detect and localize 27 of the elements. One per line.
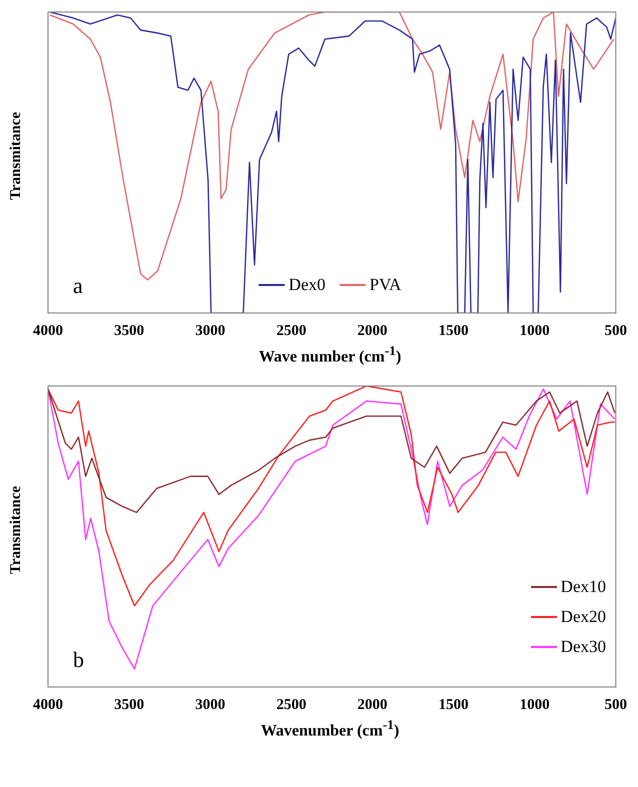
x-tick-label: 1000	[520, 697, 550, 714]
annotation: a	[73, 273, 83, 298]
x-tick-label: 2000	[357, 322, 388, 339]
x-tick-label: 3000	[195, 697, 226, 714]
x-tick-label: 4000	[33, 697, 63, 714]
x-tick-label: 2000	[357, 697, 388, 714]
annotation: b	[73, 647, 84, 672]
x-tick-label: 3500	[114, 322, 144, 339]
x-tick-label: 4000	[33, 322, 63, 339]
y-axis-title: Transmitance	[8, 486, 25, 574]
x-axis-title: Wavenumber (cm$^{-1}$)	[260, 717, 400, 741]
x-tick-label: 3000	[195, 322, 226, 339]
legend-label: Dex10	[560, 577, 606, 598]
legend-label: PVA	[370, 275, 402, 295]
x-tick-label: 1000	[520, 322, 550, 339]
x-tick-label: 3500	[114, 697, 144, 714]
x-axis-title: Wave number (cm$^{-1}$)	[258, 343, 402, 366]
legend-label: Dex30	[560, 637, 606, 658]
legend-label: Dex20	[560, 607, 606, 628]
y-axis-title: Transmitance	[8, 111, 25, 200]
x-tick-label: 500	[604, 697, 627, 714]
x-tick-label: 1500	[438, 697, 469, 714]
x-tick-label: 500	[604, 322, 627, 339]
x-tick-label: 2500	[276, 697, 306, 714]
x-tick-label: 2500	[276, 322, 306, 339]
legend-label: Dex0	[288, 275, 326, 295]
x-tick-label: 1500	[438, 322, 469, 339]
